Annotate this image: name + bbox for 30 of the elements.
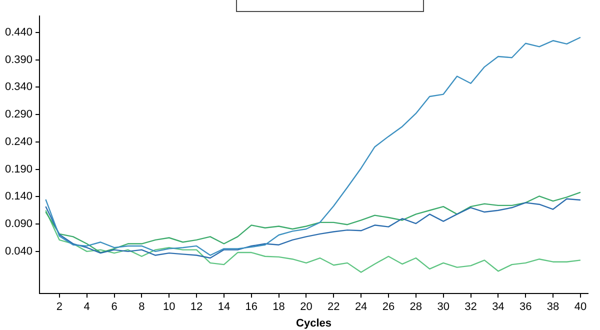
x-tick-label: 10 <box>162 301 176 314</box>
x-tick-label: 4 <box>84 301 90 314</box>
x-tick-label: 20 <box>300 301 312 314</box>
x-tick-label: 24 <box>354 301 368 314</box>
y-tick-label: 0.290 <box>4 108 33 121</box>
y-tick-label: 0.140 <box>4 190 33 203</box>
x-tick-label: 6 <box>111 301 118 314</box>
y-tick-label: 0.440 <box>4 26 33 38</box>
x-tick-label: 2 <box>56 301 62 314</box>
x-tick-label: 18 <box>272 301 285 314</box>
x-tick-label: 14 <box>218 301 230 314</box>
y-tick-label: 0.390 <box>4 54 33 66</box>
x-axis-title: Cycles <box>296 317 332 330</box>
x-tick-label: 22 <box>328 301 340 314</box>
x-tick-label: 38 <box>546 301 560 314</box>
x-tick-label: 16 <box>245 301 258 314</box>
y-tick-label: 0.240 <box>4 136 33 148</box>
y-tick-label: 0.340 <box>4 81 33 94</box>
x-tick-label: 8 <box>138 301 145 314</box>
x-tick-label: 40 <box>574 301 587 314</box>
x-tick-label: 26 <box>382 301 395 314</box>
x-tick-label: 28 <box>410 301 422 314</box>
y-tick-label: 0.190 <box>4 163 33 176</box>
x-tick-label: 34 <box>492 301 504 314</box>
y-tick-label: 0.040 <box>4 245 33 258</box>
y-tick-label: 0.090 <box>4 218 33 230</box>
x-tick-label: 36 <box>519 301 532 314</box>
x-tick-label: 32 <box>464 301 477 314</box>
x-tick-label: 12 <box>190 301 203 314</box>
x-tick-label: 30 <box>437 301 450 314</box>
